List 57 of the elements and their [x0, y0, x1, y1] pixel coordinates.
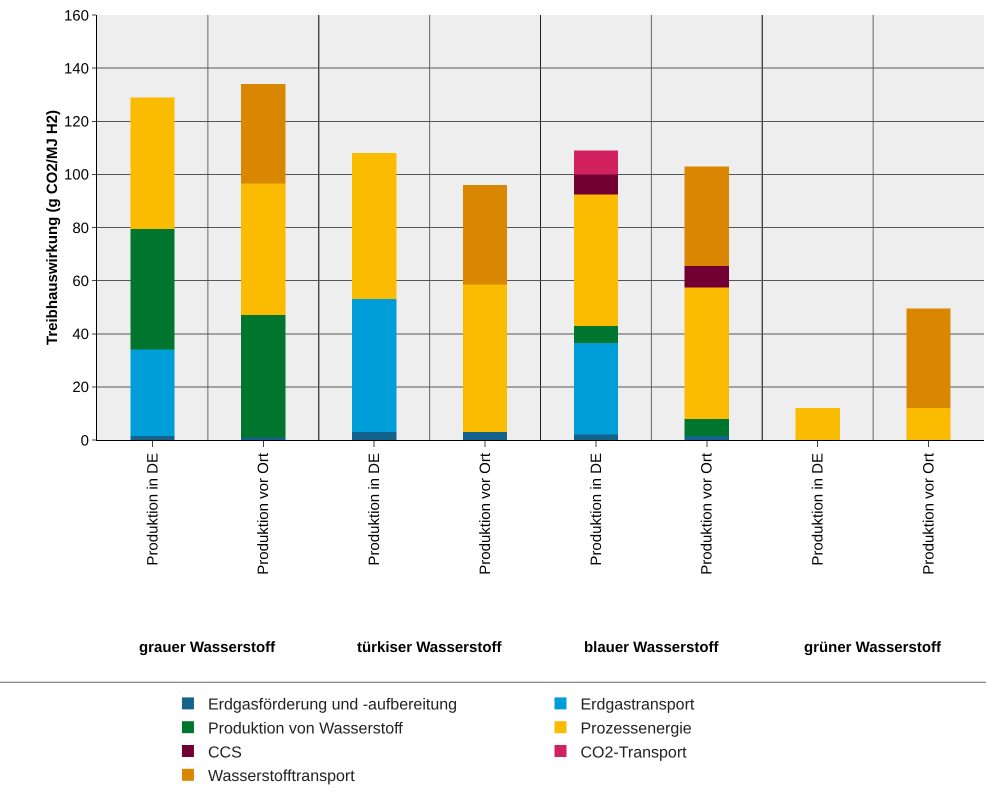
legend-label: CO2-Transport	[580, 744, 688, 762]
text: blauer Wasserstoff	[584, 639, 720, 656]
bar	[684, 436, 729, 440]
legend-label: CCS	[208, 744, 242, 762]
bar	[796, 408, 840, 440]
x-tick-label: Produktion vor Ort	[255, 452, 272, 575]
x-tick-label: Produktion in DE	[810, 453, 827, 566]
y-tick-label: 120	[64, 114, 89, 130]
legend-label: Erdgastransport	[580, 696, 695, 714]
bar	[684, 287, 729, 419]
x-tick-label: Produktion in DE	[144, 453, 162, 566]
y-tick-label: 0	[80, 432, 89, 450]
y-tick-label: 60	[72, 272, 89, 290]
text: grüner Wasserstoff	[804, 639, 942, 656]
text: türkiser Wasserstoff	[357, 639, 502, 656]
y-tick-label: 140	[64, 60, 89, 78]
bar	[906, 408, 951, 440]
bar	[462, 284, 508, 432]
bar	[352, 153, 396, 300]
bar	[462, 432, 508, 440]
bar	[574, 174, 618, 194]
bar	[462, 185, 508, 285]
text: grauer Wasserstoff	[139, 639, 276, 656]
x-tick-label: Produktion vor Ort	[920, 452, 938, 575]
y-tick-label: 100	[64, 166, 89, 184]
bar	[574, 343, 618, 435]
y-tick-label: 20	[72, 379, 89, 396]
legend-label: Wasserstofftransport	[208, 768, 356, 786]
y-axis-title: Treibhauswirkung (g CO2/MJ H2)	[44, 110, 61, 346]
y-tick-label: 80	[72, 220, 89, 237]
bar	[574, 326, 618, 344]
bar	[906, 308, 951, 408]
bar	[241, 184, 286, 316]
legend-label: Prozessenergie	[580, 720, 692, 738]
bar	[130, 97, 175, 229]
bar	[352, 299, 396, 432]
bar	[241, 437, 286, 440]
x-tick-label: Produktion in DE	[366, 453, 384, 566]
bar	[352, 432, 396, 440]
bar	[241, 315, 286, 438]
bar	[130, 436, 175, 440]
y-tick-label: 160	[64, 7, 89, 24]
bar	[574, 434, 618, 440]
legend-label: Produktion von Wasserstoff	[208, 720, 404, 738]
bar	[684, 166, 729, 266]
bar	[684, 418, 729, 436]
y-tick-label: 40	[72, 326, 89, 343]
bar	[684, 266, 729, 288]
bar	[574, 150, 618, 174]
bar	[574, 194, 618, 326]
bar	[241, 84, 286, 184]
bar	[130, 228, 175, 350]
x-tick-label: Produktion vor Ort	[698, 452, 716, 575]
x-tick-label: Produktion vor Ort	[476, 452, 494, 575]
legend-label: Erdgasförderung und -aufbereitung	[208, 696, 458, 714]
bar	[130, 350, 175, 436]
x-tick-label: Produktion in DE	[588, 453, 605, 566]
